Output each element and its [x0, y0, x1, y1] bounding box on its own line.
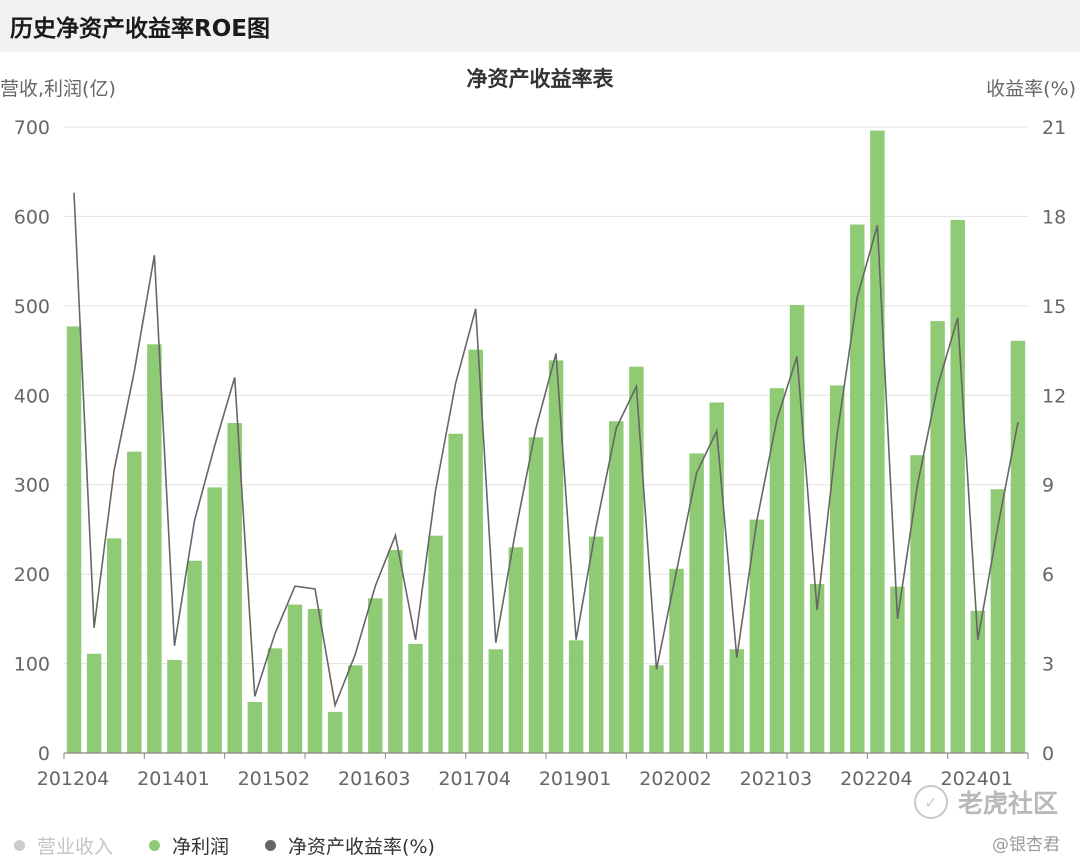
legend-label: 营业收入	[37, 835, 114, 858]
roe-line	[73, 192, 1019, 709]
x-tick-label: 201502	[238, 768, 311, 790]
legend-dot-icon	[14, 839, 25, 851]
legend-item[interactable]: 净资产收益率(%)	[251, 832, 435, 859]
net-profit-bar	[207, 487, 222, 753]
header-bar: 历史净资产收益率ROE图	[0, 0, 1080, 52]
net-profit-bar	[769, 388, 785, 753]
net-profit-bar	[649, 665, 664, 753]
y-tick-left: 600	[14, 206, 50, 228]
net-profit-bar	[910, 455, 925, 753]
net-profit-bar	[930, 321, 945, 753]
net-profit-bar	[267, 648, 283, 753]
net-profit-bar	[187, 560, 202, 753]
tiger-logo-icon: ✓	[913, 785, 948, 819]
legend-item[interactable]: 净利润	[135, 832, 229, 859]
y-tick-left: 100	[14, 654, 50, 676]
net-profit-bar	[468, 349, 483, 753]
y-tick-left: 700	[14, 117, 50, 139]
x-tick-label: 201603	[338, 768, 411, 790]
y-tick-right: 18	[1042, 206, 1066, 228]
net-profit-bar	[127, 451, 142, 753]
net-profit-bar	[829, 385, 845, 753]
y-tick-left: 0	[38, 743, 50, 765]
net-profit-bar	[106, 538, 122, 753]
net-profit-bar	[227, 423, 242, 753]
y-axis-right-label: 收益率(%)	[986, 78, 1076, 100]
legend-dot-icon	[149, 839, 161, 851]
page-title: 历史净资产收益率ROE图	[10, 16, 270, 42]
net-profit-bar	[287, 604, 303, 753]
y-axis-left-label: 营收,利润(亿)	[0, 78, 116, 100]
y-tick-right: 21	[1042, 117, 1066, 139]
x-tick-label: 201901	[539, 768, 612, 790]
net-profit-bar	[388, 549, 403, 753]
y-tick-left: 200	[14, 564, 50, 586]
y-tick-right: 15	[1042, 296, 1066, 318]
net-profit-bar	[970, 610, 986, 753]
chart-title: 净资产收益率表	[467, 67, 615, 91]
net-profit-bar	[66, 326, 82, 753]
net-profit-bar	[809, 583, 825, 753]
y-tick-right: 6	[1042, 564, 1054, 586]
net-profit-bar	[147, 344, 162, 753]
roe-chart: 净资产收益率表 营收,利润(亿) 收益率(%) 0 0 100 3 200 6 300 9 400 12…	[0, 67, 1076, 790]
x-tick-label: 202103	[740, 768, 813, 790]
y-tick-right: 0	[1042, 743, 1054, 765]
net-profit-bar	[428, 535, 443, 753]
net-profit-bar	[950, 220, 965, 753]
x-tick-label: 201204	[37, 768, 110, 790]
net-profit-bar	[548, 360, 564, 753]
legend-dot-icon	[265, 839, 277, 851]
x-tick-label: 201704	[438, 768, 511, 790]
x-tick-label: 202204	[840, 768, 913, 790]
net-profit-bar	[167, 659, 182, 753]
net-profit-bar	[408, 643, 423, 753]
net-profit-bar	[990, 489, 1006, 753]
legend-label: 净资产收益率(%)	[288, 835, 435, 858]
net-profit-bar	[368, 598, 383, 753]
legend-item[interactable]: 营业收入	[0, 832, 113, 859]
net-profit-bar	[629, 366, 644, 753]
net-profit-bar	[568, 640, 584, 753]
y-tick-left: 300	[14, 475, 50, 497]
net-profit-bar	[528, 437, 544, 753]
legend-label: 净利润	[172, 835, 230, 858]
x-tick-label: 202002	[639, 768, 712, 790]
y-tick-left: 500	[14, 296, 50, 318]
net-profit-bar	[890, 586, 905, 753]
net-profit-bar	[789, 304, 805, 753]
y-tick-right: 3	[1042, 654, 1054, 676]
y-tick-right: 12	[1042, 385, 1066, 407]
watermark-user: @银杏君	[992, 835, 1060, 855]
watermark-text: 老虎社区	[957, 789, 1058, 818]
net-profit-bar	[1010, 340, 1026, 753]
net-profit-bar	[86, 653, 102, 753]
net-profit-bar	[488, 649, 504, 753]
net-profit-bar	[508, 547, 524, 753]
net-profit-bar	[850, 224, 865, 753]
x-tick-label: 202401	[940, 768, 1013, 790]
net-profit-bar	[448, 433, 463, 753]
net-profit-bar	[307, 609, 323, 753]
net-profit-bar	[709, 402, 724, 753]
net-profit-bar	[327, 711, 343, 753]
x-tick-label: 201401	[137, 768, 210, 790]
net-profit-bar	[347, 665, 363, 753]
legend: 营业收入 净利润 净资产收益率(%)	[0, 828, 700, 862]
net-profit-bar	[247, 702, 263, 753]
net-profit-bar	[729, 649, 745, 753]
y-tick-left: 400	[14, 385, 50, 407]
net-profit-bar	[689, 453, 704, 753]
y-tick-right: 9	[1042, 475, 1054, 497]
net-profit-bar	[669, 568, 684, 753]
watermark-brand: ✓ 老虎社区	[913, 784, 1058, 820]
net-profit-bar	[749, 519, 765, 753]
net-profit-bar	[588, 536, 604, 753]
net-profit-bar	[609, 421, 624, 753]
net-profit-bar	[870, 130, 885, 753]
